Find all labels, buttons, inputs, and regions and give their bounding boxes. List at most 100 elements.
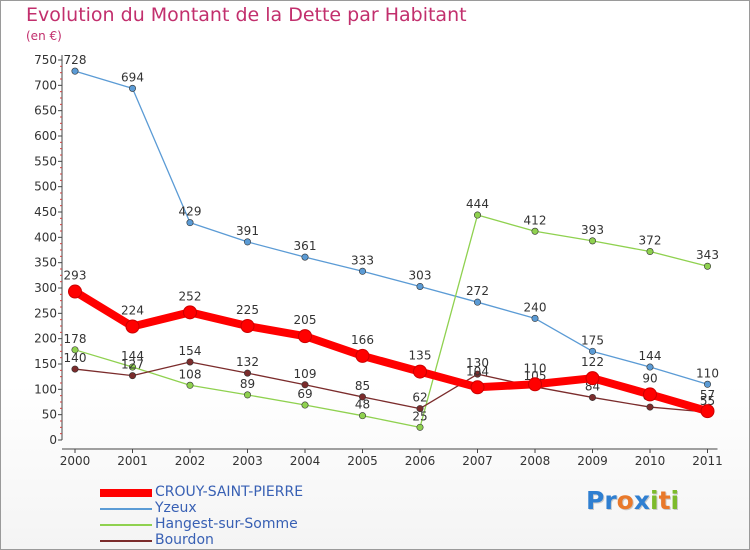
data-label-crouy-saint-pierre: 57	[700, 388, 715, 402]
data-point-yzeux	[244, 238, 252, 246]
data-label-bourdon: 130	[466, 356, 489, 370]
x-tick-label: 2002	[175, 454, 206, 468]
data-label-bourdon: 127	[121, 358, 144, 372]
data-label-yzeux: 110	[696, 366, 719, 380]
data-label-hangest-sur-somme: 89	[240, 377, 255, 391]
data-label-crouy-saint-pierre: 205	[294, 313, 317, 327]
data-point-bourdon	[129, 372, 137, 380]
data-point-crouy-saint-pierre	[528, 377, 542, 392]
data-point-hangest-sur-somme	[301, 401, 309, 409]
x-tick-label: 2000	[60, 454, 91, 468]
x-tick-label: 2009	[577, 454, 608, 468]
data-point-yzeux	[531, 314, 539, 322]
x-tick-label: 2008	[520, 454, 551, 468]
data-point-yzeux	[588, 347, 596, 355]
data-label-bourdon: 154	[179, 344, 202, 358]
legend-swatch	[100, 489, 152, 497]
data-label-hangest-sur-somme: 144	[121, 349, 144, 363]
data-point-bourdon	[244, 369, 252, 377]
x-tick-label: 2010	[635, 454, 666, 468]
data-point-crouy-saint-pierre	[413, 364, 427, 379]
y-tick-label: 350	[34, 256, 57, 270]
logo-letter: x	[633, 486, 650, 515]
data-label-yzeux: 391	[236, 224, 259, 238]
y-tick-label: 550	[34, 154, 57, 168]
data-label-hangest-sur-somme: 372	[639, 234, 662, 248]
logo-letter: P	[586, 486, 605, 515]
y-tick-label: 250	[34, 306, 57, 320]
data-label-yzeux: 361	[294, 239, 317, 253]
data-label-hangest-sur-somme: 393	[581, 223, 604, 237]
y-tick-label: 400	[34, 230, 57, 244]
data-point-bourdon	[588, 393, 596, 401]
data-point-yzeux	[186, 219, 194, 227]
data-label-yzeux: 272	[466, 284, 489, 298]
data-point-bourdon	[71, 365, 79, 373]
series-line-hangest-sur-somme	[74, 214, 709, 428]
data-label-yzeux: 175	[581, 333, 604, 347]
data-point-yzeux	[703, 380, 711, 388]
data-point-crouy-saint-pierre	[585, 371, 600, 386]
logo-letter: r	[604, 486, 617, 515]
data-point-yzeux	[301, 253, 309, 261]
data-point-hangest-sur-somme	[703, 262, 711, 270]
data-label-crouy-saint-pierre: 224	[121, 304, 144, 318]
data-label-yzeux: 429	[179, 205, 202, 219]
data-label-bourdon: 132	[236, 355, 259, 369]
legend-swatch	[100, 524, 152, 526]
data-point-bourdon	[646, 403, 654, 411]
x-tick-label: 2001	[117, 454, 148, 468]
data-label-hangest-sur-somme: 178	[64, 332, 87, 346]
y-tick-label: 200	[34, 332, 57, 346]
data-point-yzeux	[416, 282, 424, 290]
legend-label: Bourdon	[155, 532, 214, 548]
data-point-bourdon	[186, 358, 194, 366]
y-tick-label: 650	[34, 104, 57, 118]
data-point-yzeux	[129, 84, 137, 92]
data-point-crouy-saint-pierre	[355, 348, 370, 363]
legend-swatch	[100, 540, 152, 542]
data-label-hangest-sur-somme: 412	[524, 213, 547, 227]
data-label-hangest-sur-somme: 108	[179, 367, 202, 381]
legend-swatch	[100, 508, 152, 510]
data-label-bourdon: 140	[64, 351, 87, 365]
data-point-hangest-sur-somme	[129, 363, 137, 371]
data-label-hangest-sur-somme: 25	[412, 409, 427, 423]
data-label-crouy-saint-pierre: 166	[351, 333, 374, 347]
data-point-yzeux	[358, 267, 366, 275]
logo-letter: i	[670, 486, 680, 515]
data-point-yzeux	[473, 298, 481, 306]
series-line-crouy-saint-pierre	[71, 287, 712, 416]
legend-label: Yzeux	[155, 500, 197, 516]
legend-label: Hangest-sur-Somme	[155, 516, 298, 532]
data-label-bourdon: 85	[355, 379, 370, 393]
y-tick-label: 450	[34, 205, 57, 219]
data-label-crouy-saint-pierre: 122	[581, 355, 604, 369]
data-label-crouy-saint-pierre: 293	[64, 269, 87, 283]
series-line-bourdon	[74, 361, 709, 413]
logo-letter: t	[658, 486, 671, 515]
data-label-yzeux: 728	[64, 53, 87, 67]
x-tick-label: 2007	[462, 454, 493, 468]
data-point-hangest-sur-somme	[186, 381, 194, 389]
x-tick-label: 2011	[692, 454, 723, 468]
legend-label: CROUY-SAINT-PIERRE	[155, 484, 304, 500]
data-label-hangest-sur-somme: 343	[696, 248, 719, 262]
x-tick-label: 2005	[347, 454, 378, 468]
y-tick-label: 600	[34, 129, 57, 143]
data-point-hangest-sur-somme	[473, 211, 481, 219]
data-point-crouy-saint-pierre	[125, 319, 140, 334]
data-label-yzeux: 694	[121, 70, 144, 84]
data-point-yzeux	[646, 363, 654, 371]
data-point-bourdon	[301, 381, 309, 389]
data-label-hangest-sur-somme: 69	[297, 387, 312, 401]
data-point-hangest-sur-somme	[416, 423, 424, 431]
series-line-yzeux	[74, 70, 709, 385]
data-label-bourdon: 109	[294, 367, 317, 381]
data-point-hangest-sur-somme	[588, 237, 596, 245]
y-tick-label: 150	[34, 357, 57, 371]
data-label-yzeux: 240	[524, 300, 547, 314]
x-tick-label: 2003	[232, 454, 263, 468]
data-label-crouy-saint-pierre: 135	[409, 349, 432, 363]
data-label-bourdon: 62	[412, 391, 427, 405]
